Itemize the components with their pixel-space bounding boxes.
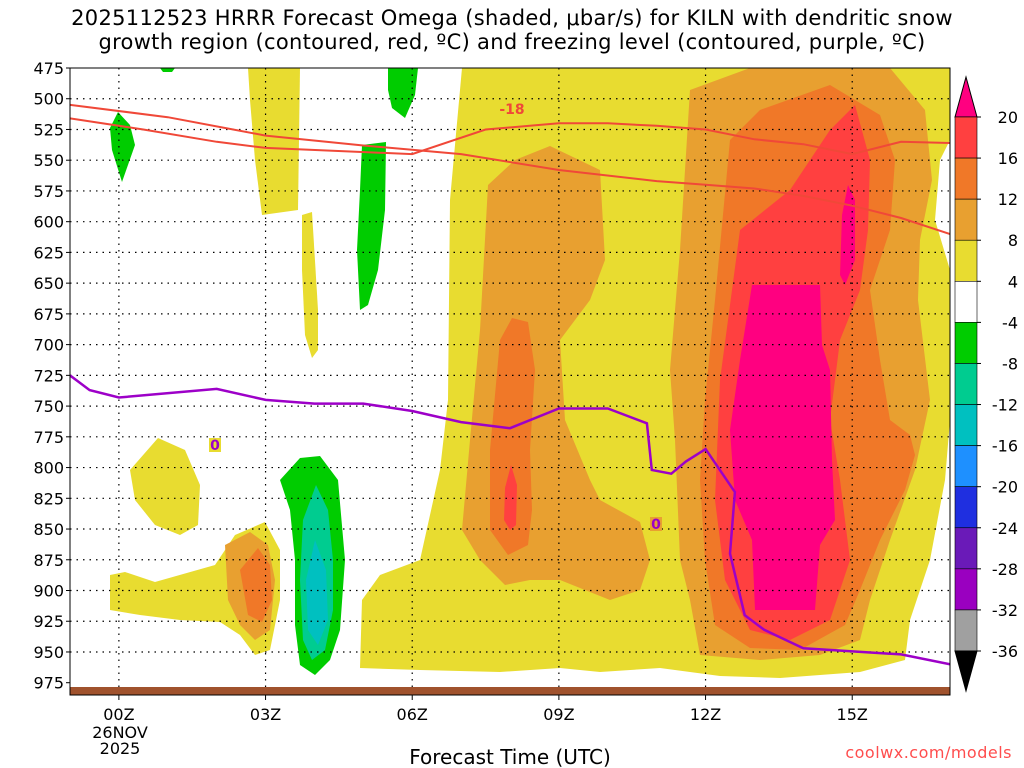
freezing-contour-label-2: 0 [651,517,661,533]
y-tick-label: 600 [33,213,64,232]
chart-title: 2025112523 HRRR Forecast Omega (shaded, … [0,6,1024,54]
colorbar-label: -20 [992,478,1018,497]
y-axis: 475 500 525 550 575 600 625 650 675 700 725 750 775 8… [33,59,70,693]
colorbar-label: -4 [1002,313,1018,332]
plot-frame [69,67,951,696]
freezing-contour-label-1: 0 [210,438,220,454]
y-tick-label: 500 [33,90,64,109]
y-tick-label: 475 [33,59,64,78]
colorbar-bin [954,157,978,200]
x-tick-label: 03Z [250,705,281,724]
chart-title-line2: growth region (contoured, red, ºC) and f… [98,30,926,54]
y-tick-label: 700 [33,336,64,355]
x-tick-label: 09Z [543,705,574,724]
colorbar-top-arrow [954,75,978,118]
colorbar-label: 16 [998,149,1018,168]
y-tick-label: 875 [33,551,64,570]
y-tick-label: 925 [33,612,64,631]
colorbar-label: 12 [998,190,1018,209]
x-tick-label: 06Z [397,705,428,724]
terrain-strip [70,687,950,695]
freezing-level-contour [70,374,950,666]
y-tick-label: 675 [33,305,64,324]
y-tick-label: 825 [33,489,64,508]
y-tick-label: 750 [33,397,64,416]
x-tick-label: 15Z [837,705,868,724]
omega-sink-region-cyan [306,540,328,645]
y-tick-label: 900 [33,582,64,601]
colorbar-label: -24 [992,519,1018,538]
colorbar: 20 16 12 8 4 -4 -8 -12 -16 -20 -24 -28 -32 -36 [954,75,1018,693]
x-tick-label: 12Z [690,705,721,724]
omega-sink-region-green-column [357,142,386,310]
y-tick-label: 550 [33,151,64,170]
y-tick-label: 575 [33,182,64,201]
colorbar-label: 8 [1008,231,1018,250]
dgz-contour-lower [70,117,950,156]
x-axis-label: Forecast Time (UTC) [409,745,611,768]
omega-region-red-mid [504,465,517,530]
omega-sink-region-green-top [388,68,418,118]
omega-region-magenta-core [730,285,835,610]
y-tick-label: 525 [33,120,64,139]
colorbar-label: 4 [1008,272,1018,291]
omega-shading [110,68,950,678]
credit-text: coolwx.com/models [845,743,1012,762]
colorbar-label: 20 [998,108,1018,127]
colorbar-bin [954,527,978,570]
y-tick-label: 625 [33,243,64,262]
colorbar-bin [954,568,978,611]
colorbar-bin [954,322,978,364]
dgz-contour-upper [70,103,950,235]
colorbar-label: -12 [992,396,1018,415]
colorbar-label: -36 [992,642,1018,661]
y-tick-label: 775 [33,428,64,447]
omega-sink-region-green-upper [160,68,175,72]
colorbar-bin [954,445,978,487]
omega-region-deep-orange-left [240,548,272,622]
y-tick-label: 975 [33,674,64,693]
colorbar-bin [954,486,978,529]
colorbar-bin [954,404,978,446]
colorbar-bin [954,281,978,323]
date-label-line2: 2025 [100,739,141,758]
omega-region-yellow-blob1 [130,438,200,535]
colorbar-bin [954,239,978,282]
omega-sink-region-green-left [110,112,135,182]
colorbar-bottom-arrow [954,650,978,693]
colorbar-label: -8 [1002,354,1018,373]
x-tick-label: 00Z [103,705,134,724]
colorbar-bin [954,198,978,241]
x-axis: 00Z 03Z 06Z 09Z 12Z 15Z [103,695,868,724]
colorbar-bin [954,609,978,652]
colorbar-label: -16 [992,437,1018,456]
y-tick-label: 650 [33,274,64,293]
y-tick-label: 850 [33,520,64,539]
colorbar-bin [954,363,978,405]
colorbar-label: -28 [992,560,1018,579]
chart-title-line1: 2025112523 HRRR Forecast Omega (shaded, … [71,6,953,30]
date-label-line1: 26NOV [92,723,148,742]
omega-region-magenta-small [840,185,855,285]
colorbar-label: -32 [992,601,1018,620]
omega-region-yellow-strip [302,212,318,358]
omega-region-yellow-left-upper [248,68,300,215]
omega-region-yellow-small [263,68,270,100]
dgz-contour-label: -18 [499,102,524,118]
y-tick-label: 725 [33,366,64,385]
colorbar-bin [954,116,978,159]
y-tick-label: 800 [33,459,64,478]
y-tick-label: 950 [33,643,64,662]
